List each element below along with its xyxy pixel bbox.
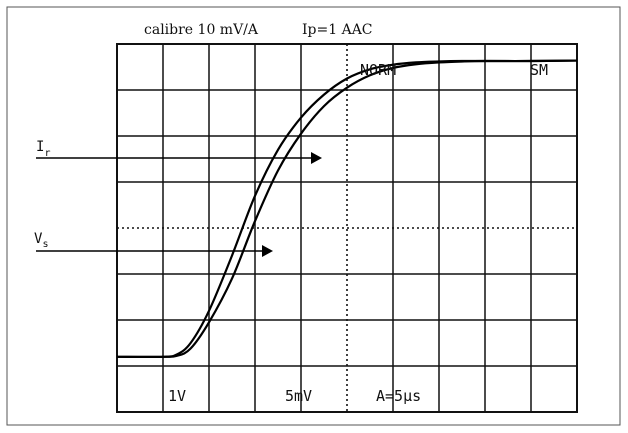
trace-vs [116, 59, 578, 358]
label-time-div: A=5μs [376, 387, 421, 405]
vs-pointer-arrow [262, 245, 273, 257]
label-sm: SM [530, 61, 548, 79]
caption-calibre: calibre 10 mV/A [144, 22, 259, 38]
vs-label-main: V [34, 231, 43, 247]
pointer-layer [36, 152, 322, 257]
vs-label-sub: s [42, 239, 48, 250]
ir-label-sub: r [44, 148, 50, 159]
figure-border [6, 6, 621, 426]
label-norm: NORM [360, 61, 396, 79]
label-volts-div: 1V [168, 387, 186, 405]
vs-label: Vs [34, 231, 48, 250]
caption-current: Ip=1 AAC [302, 22, 373, 38]
ir-label-main: I [36, 139, 44, 155]
trace-layer [116, 59, 578, 359]
scope-grid [116, 43, 578, 413]
ir-label: Ir [36, 139, 50, 159]
label-mv-div: 5mV [285, 387, 312, 405]
ir-pointer-arrow [311, 152, 322, 164]
